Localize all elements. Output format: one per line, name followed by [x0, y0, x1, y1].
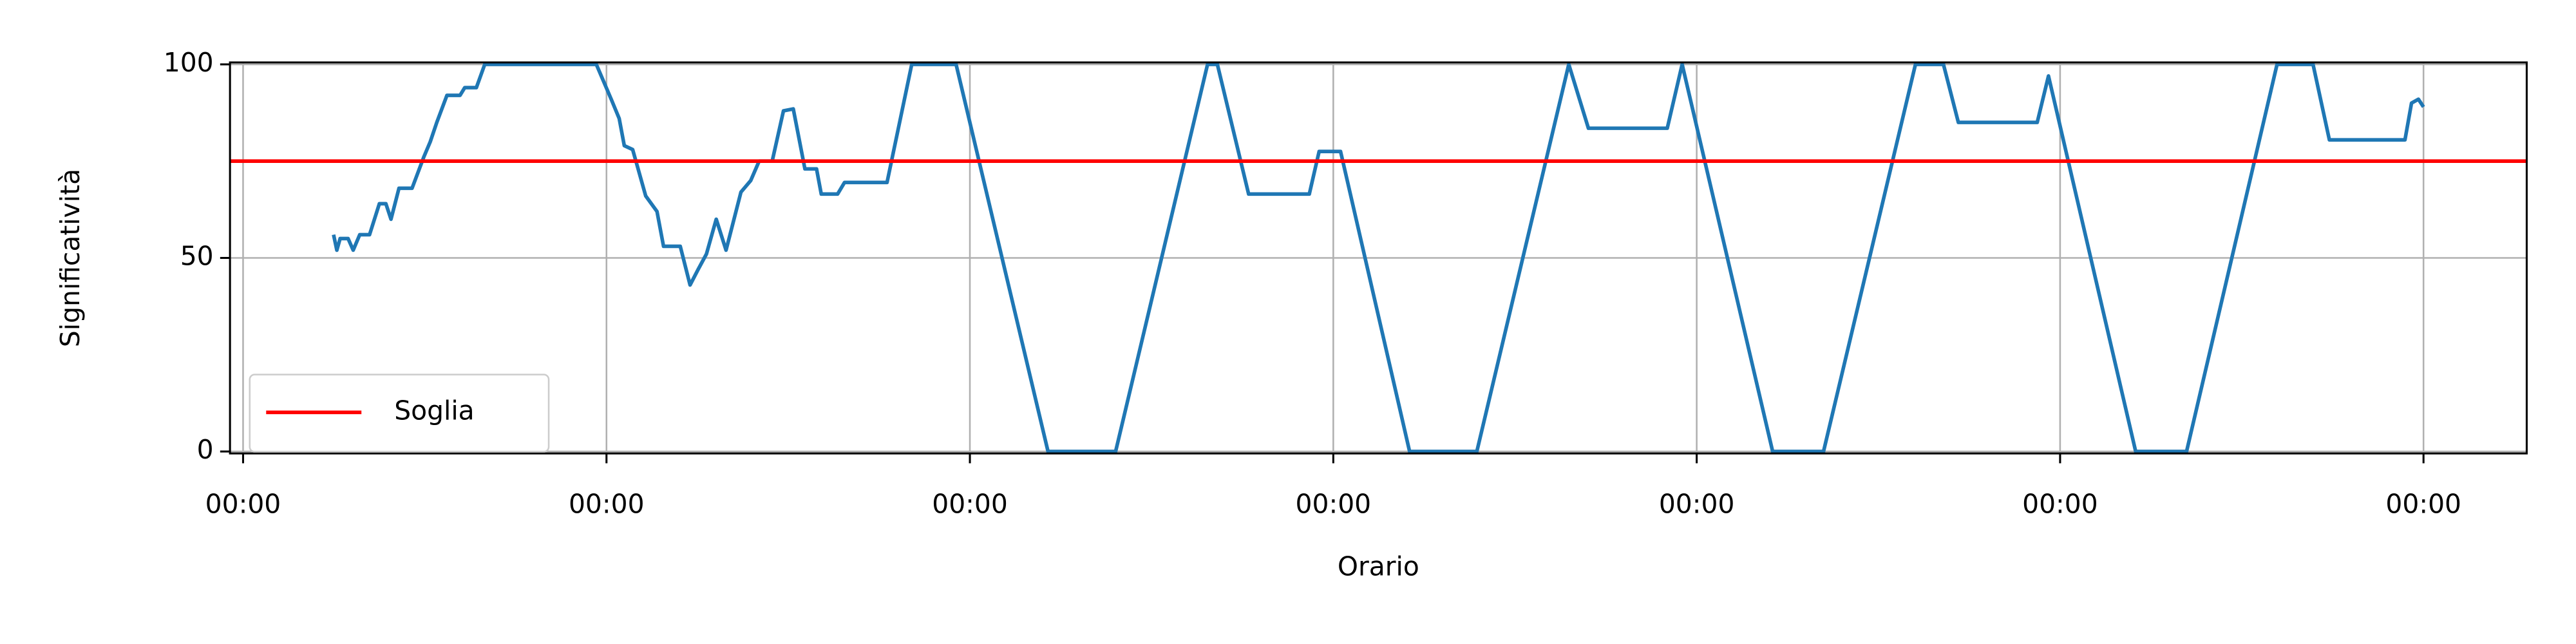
x-tick-label: 00:00	[205, 489, 281, 520]
x-tick-label: 00:00	[569, 489, 645, 520]
y-tick-label: 0	[197, 434, 214, 465]
y-tick-label: 100	[164, 47, 214, 78]
x-tick-label: 00:00	[2022, 489, 2098, 520]
legend-box	[249, 374, 550, 453]
x-tick-label: 00:00	[1296, 489, 1372, 520]
data-line	[332, 62, 2425, 453]
x-axis-label: Orario	[1338, 551, 1419, 582]
x-tick-label: 00:00	[932, 489, 1008, 520]
legend-label: Soglia	[394, 395, 474, 426]
y-axis-label: Significatività	[55, 169, 86, 347]
y-tick-label: 50	[180, 241, 214, 272]
plot-frame	[229, 61, 2528, 455]
x-tick-label: 00:00	[2385, 489, 2461, 520]
x-tick-label: 00:00	[1659, 489, 1735, 520]
